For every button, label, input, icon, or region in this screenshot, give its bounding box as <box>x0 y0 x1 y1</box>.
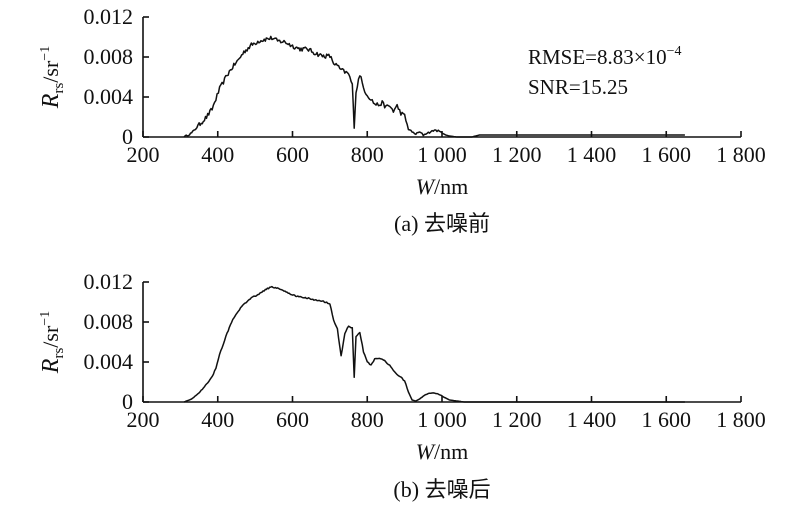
x-label-unit: /nm <box>434 439 468 464</box>
y-label-symbol: R <box>38 358 64 374</box>
x-tick-label: 800 <box>351 407 384 432</box>
x-tick-label: 600 <box>276 407 309 432</box>
x-tick-label: 1 200 <box>492 407 542 432</box>
rmse-exponent: −4 <box>667 44 682 59</box>
y-axis-label: Rrs/sr−1 <box>38 46 67 109</box>
x-label-unit: /nm <box>434 174 468 199</box>
chart-panel-a: 200 400 600 800 1 000 1 200 1 400 1 600 1 800 0 0.… <box>38 4 766 236</box>
x-tick-label: 1 600 <box>642 407 692 432</box>
y-label-unit: /sr <box>38 60 63 83</box>
x-tick-label: 200 <box>127 142 160 167</box>
rmse-annotation: RMSE=8.83×10−4 <box>528 44 682 69</box>
x-axis-label: W/nm <box>416 174 469 199</box>
x-tick-label: 1 000 <box>417 142 467 167</box>
y-tick-label: 0.012 <box>84 269 134 294</box>
x-tick-label: 400 <box>201 407 234 432</box>
x-tick-label: 400 <box>201 142 234 167</box>
x-tick-label: 1 800 <box>716 407 766 432</box>
rmse-value: RMSE=8.83×10 <box>528 45 667 69</box>
x-tick-label: 1 600 <box>642 142 692 167</box>
x-tick-label: 1 800 <box>716 142 766 167</box>
chart-panel-b: 200 400 600 800 1 000 1 200 1 400 1 600 1 800 0 0.… <box>38 269 766 502</box>
snr-annotation: SNR=15.25 <box>528 75 628 99</box>
x-tick-label: 800 <box>351 142 384 167</box>
y-label-symbol: R <box>38 93 64 109</box>
y-tick-label: 0.008 <box>84 44 134 69</box>
x-tick-label: 600 <box>276 142 309 167</box>
x-label-symbol: W <box>416 439 436 464</box>
x-tick-label: 1 400 <box>567 407 617 432</box>
panel-caption: (b) 去噪后 <box>393 477 490 502</box>
x-tick-label: 200 <box>127 407 160 432</box>
y-tick-label: 0.004 <box>84 84 134 109</box>
y-label-superscript: −1 <box>38 46 53 61</box>
x-tick-label: 1 200 <box>492 142 542 167</box>
x-label-symbol: W <box>416 174 436 199</box>
y-tick-label: 0.004 <box>84 349 134 374</box>
series-line <box>183 285 685 403</box>
y-tick-label: 0 <box>122 124 133 149</box>
x-tick-label: 1 400 <box>567 142 617 167</box>
y-tick-label: 0 <box>122 389 133 414</box>
y-axis-label: Rrs/sr−1 <box>38 311 67 374</box>
y-tick-label: 0.008 <box>84 309 134 334</box>
y-label-unit: /sr <box>38 325 63 348</box>
y-label-superscript: −1 <box>38 311 53 326</box>
panel-caption: (a) 去噪前 <box>394 211 490 236</box>
y-label-subscript: rs <box>51 348 67 359</box>
y-tick-label: 0.012 <box>84 4 134 29</box>
y-label-subscript: rs <box>51 83 67 94</box>
x-tick-label: 1 000 <box>417 407 467 432</box>
series-line <box>183 35 685 138</box>
x-axis-label: W/nm <box>416 439 469 464</box>
